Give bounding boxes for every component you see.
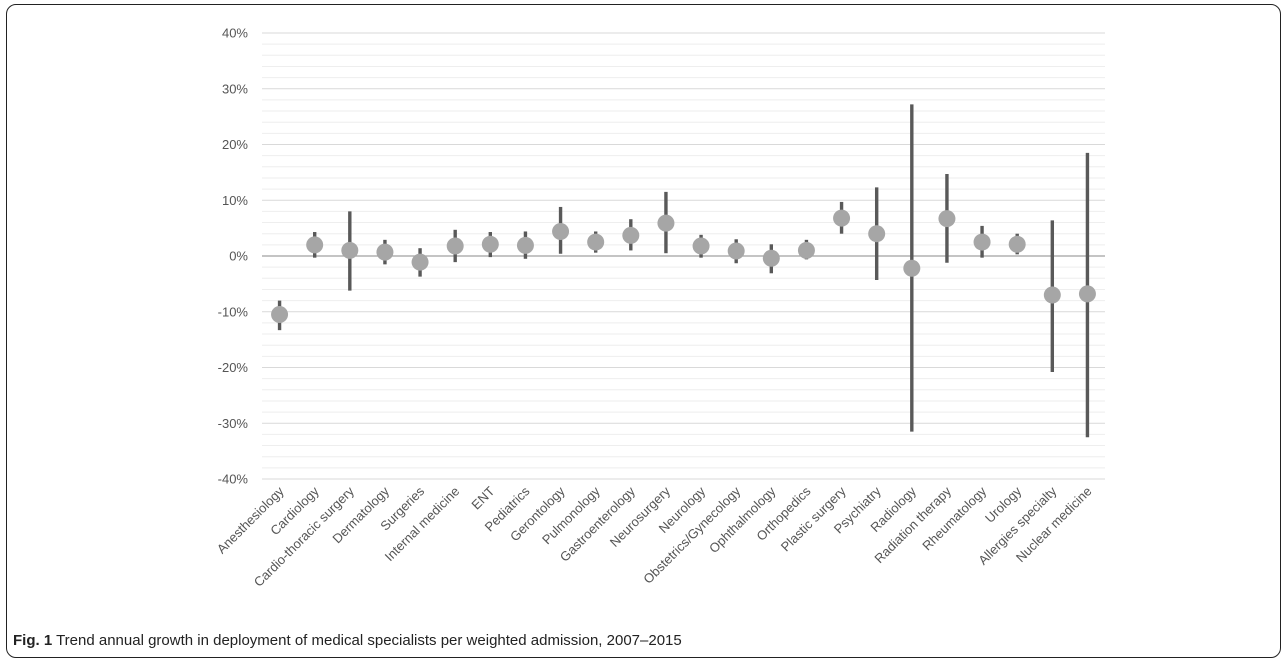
y-tick-label: 20%	[222, 137, 248, 152]
point-marker	[446, 237, 464, 255]
point-marker	[657, 214, 675, 232]
point-marker	[306, 236, 324, 254]
y-tick-label: 30%	[222, 81, 248, 96]
category-label: ENT	[468, 483, 497, 512]
point-marker	[762, 249, 780, 267]
point-marker	[833, 209, 851, 227]
point-marker	[516, 236, 534, 254]
figure-frame	[6, 4, 1281, 658]
point-marker	[1078, 285, 1096, 303]
point-marker	[727, 242, 745, 260]
gridlines	[262, 32, 1105, 480]
point-marker	[692, 237, 710, 255]
y-axis-tick-labels: 40% 30% 20% 10% 0% -10% -20% -30% -40%	[218, 26, 249, 487]
point-marker	[1008, 235, 1026, 253]
figure-caption: Fig. 1 Trend annual growth in deployment…	[13, 632, 682, 649]
point-marker	[411, 253, 429, 271]
error-bars	[277, 104, 1090, 438]
point-marker	[1043, 286, 1061, 304]
y-tick-label: -40%	[218, 472, 249, 487]
point-marker	[481, 235, 499, 253]
y-tick-label: 0%	[229, 249, 248, 264]
point-marker	[376, 243, 394, 261]
point-estimates	[271, 209, 1096, 324]
category-labels: AnesthesiologyCardiologyCardio-thoracic …	[214, 483, 1095, 589]
y-tick-label: 10%	[222, 193, 248, 208]
point-marker	[552, 222, 570, 240]
point-marker	[903, 259, 921, 277]
figure-number: Fig. 1	[13, 632, 53, 649]
point-marker	[341, 241, 359, 259]
y-tick-label: 40%	[222, 26, 248, 41]
y-tick-label: -20%	[218, 360, 249, 375]
point-marker	[587, 233, 605, 251]
point-marker	[797, 241, 815, 259]
point-marker	[868, 225, 886, 243]
point-marker	[271, 306, 289, 324]
y-tick-label: -30%	[218, 416, 249, 431]
point-marker	[973, 233, 991, 251]
point-marker	[622, 226, 640, 244]
y-tick-label: -10%	[218, 304, 249, 319]
caption-text: Trend annual growth in deployment of med…	[52, 632, 682, 649]
point-marker	[938, 210, 956, 228]
